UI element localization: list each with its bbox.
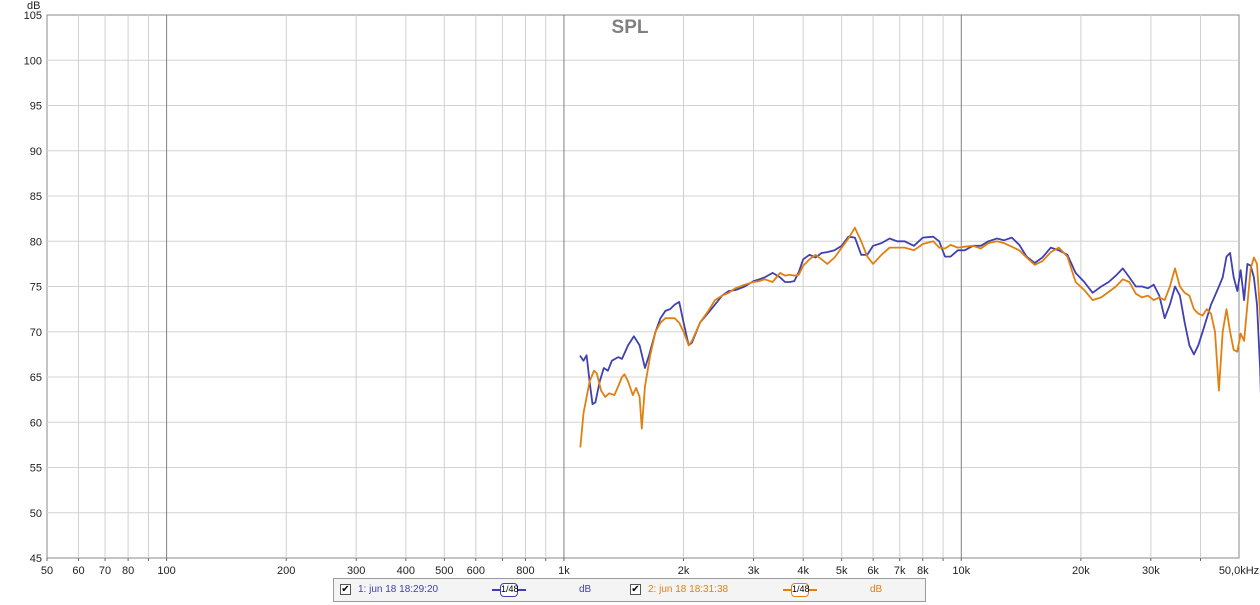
y-tick-label: 100 xyxy=(24,55,42,67)
y-tick-label: 55 xyxy=(30,463,42,475)
series-2-smoothing-label: 1/48 xyxy=(791,583,810,597)
x-tick-label: 300 xyxy=(347,565,365,577)
x-tick-label: 1k xyxy=(558,565,570,577)
y-axis-unit-label: dB xyxy=(27,0,40,12)
y-tick-label: 65 xyxy=(30,372,42,384)
series-2-unit: dB xyxy=(870,584,883,595)
y-tick-label: 60 xyxy=(30,417,42,429)
x-tick-label: 400 xyxy=(397,565,415,577)
y-tick-label: 95 xyxy=(30,101,42,113)
y-tick-label: 80 xyxy=(30,236,42,248)
x-tick-label: 4k xyxy=(797,565,809,577)
series-1-smoothing-indicator[interactable]: 1/48 xyxy=(492,583,526,597)
series-1-label: 1: jun 18 18:29:20 xyxy=(358,584,439,595)
y-tick-label: 90 xyxy=(30,146,42,158)
y-tick-label: 70 xyxy=(30,327,42,339)
x-tick-label: 100 xyxy=(157,565,175,577)
y-gridlines xyxy=(47,59,1239,514)
x-tick-label: 600 xyxy=(467,565,485,577)
series-layer xyxy=(579,226,1260,448)
series-1-line xyxy=(579,235,1260,405)
x-tick-label: 2k xyxy=(678,565,690,577)
chart-title: SPL xyxy=(612,17,649,38)
y-tick-label: 75 xyxy=(30,282,42,294)
x-tick-label: 20k xyxy=(1072,565,1090,577)
x-tick-label: 7k xyxy=(894,565,906,577)
y-tick-label: 50 xyxy=(30,508,42,520)
x-tick-label: 30k xyxy=(1142,565,1160,577)
x-tick-label: 60 xyxy=(72,565,84,577)
x-tick-label: 8k xyxy=(917,565,929,577)
y-tick-label: 45 xyxy=(30,553,42,565)
x-tick-label: 3k xyxy=(748,565,760,577)
y-tick-label: 85 xyxy=(30,191,42,203)
series-2-label: 2: jun 18 18:31:38 xyxy=(648,584,729,595)
x-tick-label: 50 xyxy=(41,565,53,577)
legend: ✔ 1: jun 18 18:29:20 1/48 dB ✔ 2: jun 18… xyxy=(333,578,926,602)
series-2-line xyxy=(579,226,1260,448)
series-2-checkbox[interactable]: ✔ xyxy=(630,584,641,595)
series-2-smoothing-indicator[interactable]: 1/48 xyxy=(783,583,817,597)
x-tick-label: 6k xyxy=(867,565,879,577)
x-tick-label: 70 xyxy=(99,565,111,577)
series-1-smoothing-label: 1/48 xyxy=(500,583,519,597)
x-tick-label: 200 xyxy=(277,565,295,577)
x-tick-label: 80 xyxy=(122,565,134,577)
x-tick-label: 500 xyxy=(435,565,453,577)
series-1-checkbox[interactable]: ✔ xyxy=(340,584,351,595)
x-tick-label: 800 xyxy=(516,565,534,577)
series-1-unit: dB xyxy=(579,584,592,595)
x-tick-label: 10k xyxy=(952,565,970,577)
x-axis-end-label: 50,0kHz xyxy=(1219,565,1259,577)
x-tick-label: 5k xyxy=(836,565,848,577)
y-tick-label: 105 xyxy=(24,10,42,22)
